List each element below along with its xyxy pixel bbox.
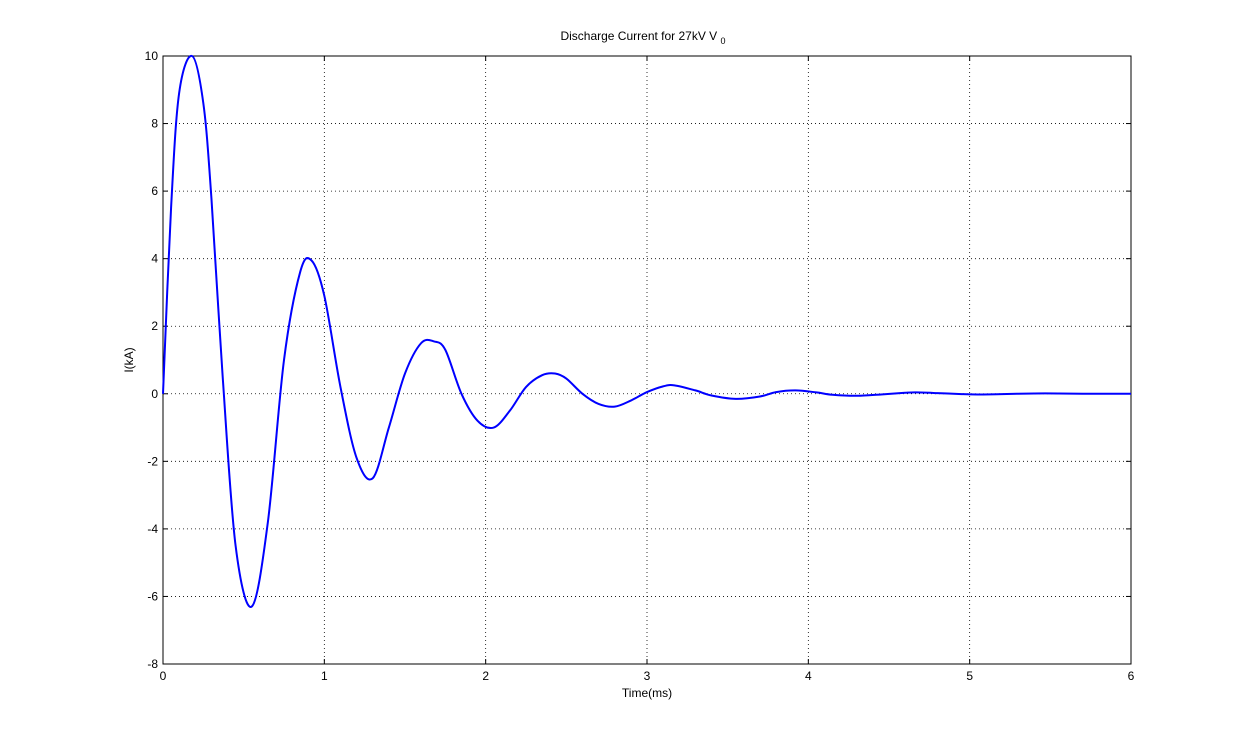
y-tick-label: -8 xyxy=(147,657,158,671)
y-axis-label: I(kA) xyxy=(122,347,136,372)
x-axis-label: Time(ms) xyxy=(622,686,672,700)
x-tick-label: 0 xyxy=(160,669,167,683)
y-tick-label: 8 xyxy=(151,117,158,131)
y-tick-label: 4 xyxy=(151,252,158,266)
x-tick-label: 6 xyxy=(1128,669,1135,683)
y-tick-label: 0 xyxy=(151,387,158,401)
y-tick-label: -2 xyxy=(147,454,158,468)
y-tick-label: -6 xyxy=(147,589,158,603)
chart-title-subscript: 0 xyxy=(721,36,726,46)
x-tick-label: 1 xyxy=(321,669,328,683)
x-tick-label: 4 xyxy=(805,669,812,683)
series-line xyxy=(162,54,1131,608)
grid xyxy=(163,56,1131,664)
chart-title: Discharge Current for 27kV V 0 xyxy=(560,29,725,46)
ticks: 0 1 2 3 4 5 6 -8 -6 -4 -2 0 2 4 6 8 10 xyxy=(145,49,1135,683)
y-tick-label: -4 xyxy=(147,522,158,536)
x-tick-label: 2 xyxy=(482,669,489,683)
y-tick-label: 10 xyxy=(145,49,159,63)
x-tick-label: 5 xyxy=(966,669,973,683)
chart-title-main: Discharge Current for 27kV V xyxy=(560,29,717,43)
x-tick-label: 3 xyxy=(644,669,651,683)
y-tick-label: 2 xyxy=(151,319,158,333)
y-tick-label: 6 xyxy=(151,184,158,198)
series-layer xyxy=(162,54,1131,608)
